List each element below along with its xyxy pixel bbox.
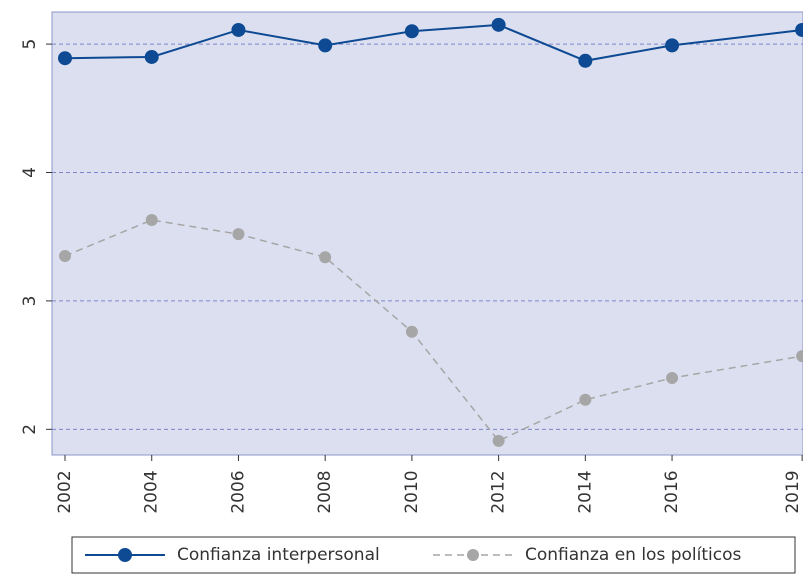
point xyxy=(318,38,333,53)
legend-label: Confianza interpersonal xyxy=(177,545,380,565)
point xyxy=(404,24,419,39)
y-tick-label: 3 xyxy=(20,295,40,306)
x-tick-label: 2019 xyxy=(783,470,803,513)
legend-marker xyxy=(467,549,479,561)
point xyxy=(665,38,680,53)
legend-label: Confianza en los políticos xyxy=(525,545,741,565)
y-tick-label: 5 xyxy=(20,39,40,50)
x-tick-label: 2008 xyxy=(315,470,335,513)
point xyxy=(796,350,803,363)
point xyxy=(144,49,159,64)
point xyxy=(578,53,593,68)
point xyxy=(491,17,506,32)
x-tick-label: 2012 xyxy=(489,470,509,513)
point xyxy=(145,214,158,227)
x-tick-label: 2014 xyxy=(575,470,595,513)
x-tick-label: 2002 xyxy=(55,470,75,513)
point xyxy=(58,51,73,66)
x-tick-label: 2004 xyxy=(142,470,162,513)
y-tick-label: 2 xyxy=(20,424,40,435)
legend-marker xyxy=(118,548,132,562)
x-tick-label: 2006 xyxy=(228,470,248,513)
x-tick-label: 2010 xyxy=(402,470,422,513)
point xyxy=(579,393,592,406)
y-tick-label: 4 xyxy=(20,167,40,178)
point xyxy=(232,228,245,241)
point xyxy=(492,434,505,447)
point xyxy=(231,22,246,37)
point xyxy=(795,22,803,37)
plot-area xyxy=(51,11,803,456)
point xyxy=(666,371,679,384)
point xyxy=(319,251,332,264)
point xyxy=(59,249,72,262)
x-tick-label: 2016 xyxy=(662,470,682,513)
point xyxy=(405,325,418,338)
